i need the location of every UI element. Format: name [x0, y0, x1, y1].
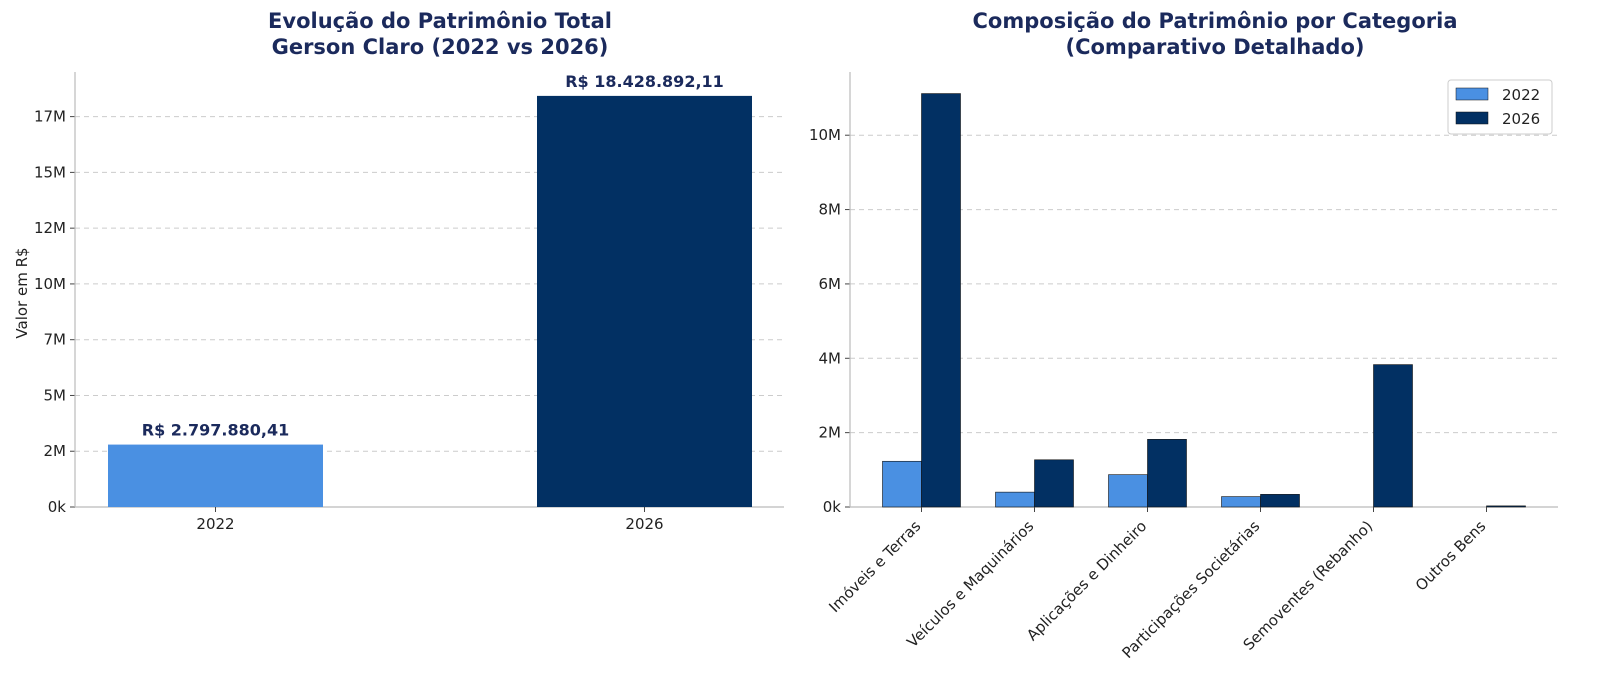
chart2-bar-2026: [1034, 459, 1074, 508]
chart2-ytick-label: 8M: [819, 201, 842, 219]
chart2-bar-2022: [1221, 496, 1261, 508]
chart2-xtick-label: Imóveis e Terras: [825, 517, 924, 616]
chart2-xtick-label: Veículos e Maquinários: [903, 517, 1037, 651]
chart2-bar-2022: [882, 460, 922, 508]
chart2-ytick-label: 6M: [819, 275, 842, 293]
chart2-xtick-label: Outros Bens: [1412, 517, 1490, 595]
chart2-title-line1: Composição do Patrimônio por Categoria: [972, 9, 1458, 33]
chart2-bar-2026: [1147, 439, 1187, 508]
chart2-title-line2: (Comparativo Detalhado): [1065, 35, 1365, 59]
chart2-ytick-label: 2M: [819, 424, 842, 442]
chart2-legend-label: 2022: [1502, 86, 1540, 104]
chart2-bar-2026: [921, 93, 961, 508]
chart1-ytick-label: 12M: [34, 219, 66, 237]
chart2-ytick-label: 4M: [819, 349, 842, 367]
chart2-ytick-label: 0k: [823, 498, 842, 516]
chart1-ytick-label: 10M: [34, 275, 66, 293]
chart1-xtick-label: 2022: [196, 515, 234, 533]
chart2-bar-2022: [995, 491, 1035, 508]
chart1-ytick-label: 17M: [34, 108, 66, 126]
chart1-value-label: R$ 2.797.880,41: [142, 421, 289, 440]
chart2-legend-label: 2026: [1502, 110, 1540, 128]
chart1-value-label: R$ 18.428.892,11: [565, 72, 724, 91]
chart1-title-line2: Gerson Claro (2022 vs 2026): [271, 35, 609, 59]
chart1-ytick-label: 0k: [48, 498, 67, 516]
chart2-xtick-label: Semoventes (Rebanho): [1240, 517, 1377, 654]
chart1-bar: [108, 444, 323, 507]
chart1-title-line1: Evolução do Patrimônio Total: [268, 9, 612, 33]
chart2-bar-2026: [1260, 494, 1300, 508]
chart2-bar-2026: [1373, 364, 1413, 508]
chart1-title: Evolução do Patrimônio Total Gerson Clar…: [80, 8, 800, 60]
chart1-ytick-label: 2M: [44, 442, 67, 460]
chart2-legend-swatch: [1455, 87, 1489, 101]
chart2-xtick-label: Aplicações e Dinheiro: [1023, 517, 1150, 644]
chart1-ytick-label: 5M: [44, 386, 67, 404]
chart2-bar-2022: [1108, 474, 1148, 508]
chart2-ytick-label: 10M: [809, 126, 841, 144]
chart1-xtick-label: 2026: [625, 515, 663, 533]
chart1-bar: [537, 95, 752, 507]
chart1-ytick-label: 7M: [44, 331, 67, 349]
chart2-title: Composição do Patrimônio por Categoria (…: [830, 8, 1600, 60]
chart2-bar-2026: [1486, 505, 1526, 508]
chart2-legend-swatch: [1455, 111, 1489, 125]
chart1-ytick-label: 15M: [34, 163, 66, 181]
